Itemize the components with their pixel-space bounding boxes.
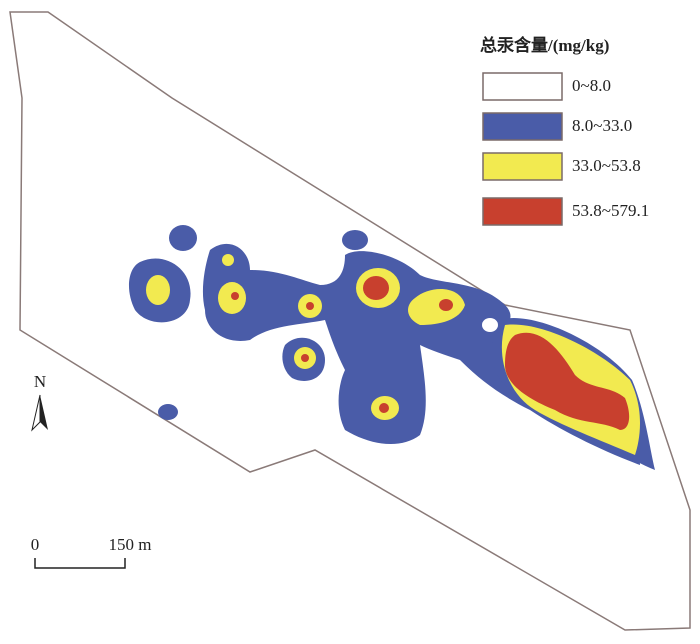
legend: 总汞含量/(mg/kg) 0~8.0 8.0~33.0 33.0~53.8 53.8~… xyxy=(480,35,649,226)
legend-label: 33.0~53.8 xyxy=(572,156,641,175)
legend-swatch xyxy=(482,152,563,181)
north-label: N xyxy=(34,372,46,391)
site-map xyxy=(9,11,691,631)
contamination-zones xyxy=(128,225,655,470)
legend-label: 53.8~579.1 xyxy=(572,201,649,220)
north-arrow: N xyxy=(31,372,48,432)
legend-label: 8.0~33.0 xyxy=(572,116,632,135)
legend-swatch xyxy=(482,72,563,101)
scale-bar: 0 150 m xyxy=(31,535,152,569)
legend-swatch xyxy=(482,112,563,141)
legend-title: 总汞含量/(mg/kg) xyxy=(480,35,609,55)
scale-label: 150 m xyxy=(109,535,152,554)
scale-label: 0 xyxy=(31,535,40,554)
legend-swatch xyxy=(482,197,563,226)
legend-label: 0~8.0 xyxy=(572,76,611,95)
